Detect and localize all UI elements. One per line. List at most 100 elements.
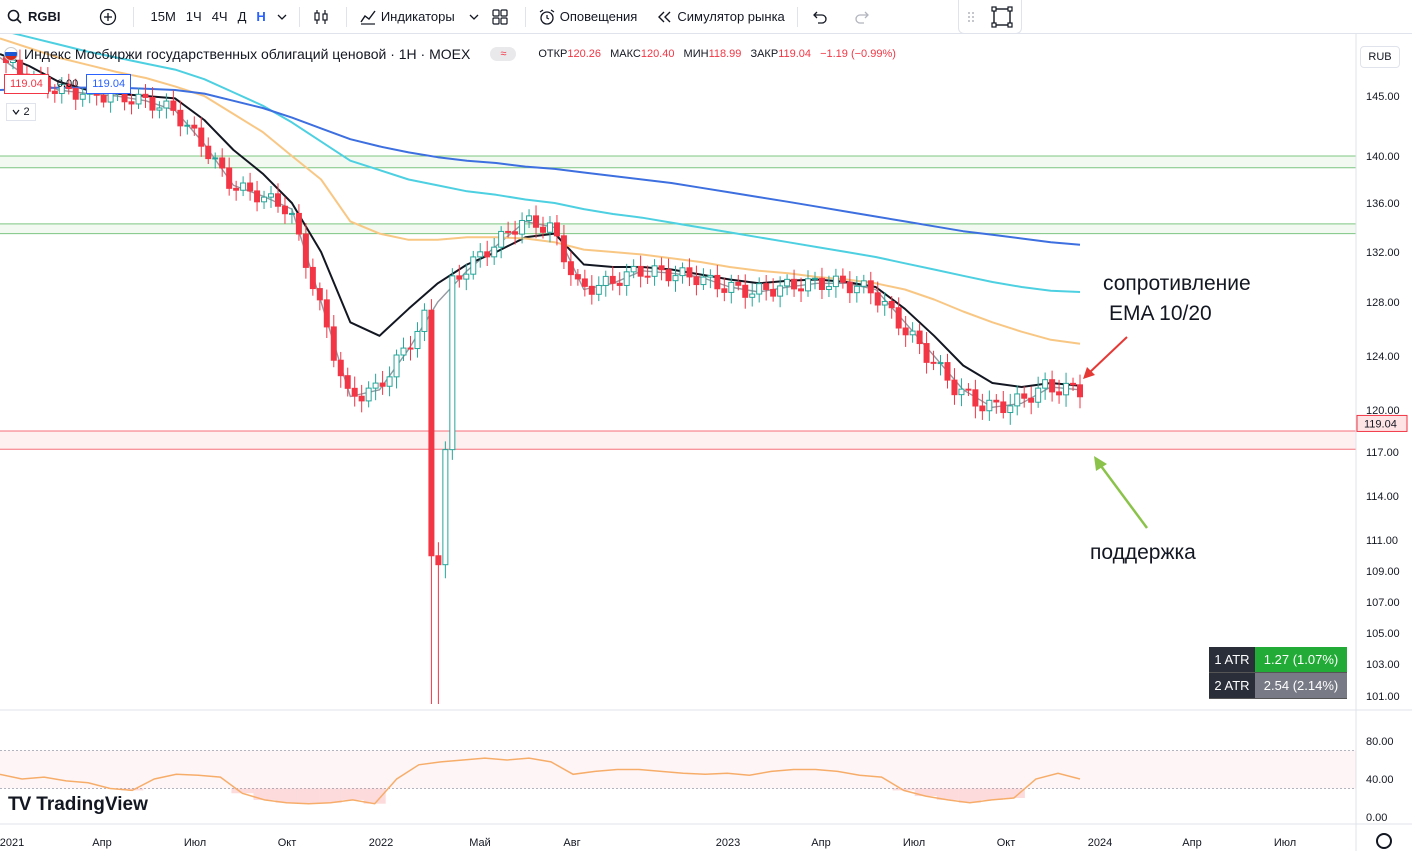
fullscreen-icon[interactable] [990,5,1014,29]
price-tick-label: 132.00 [1366,247,1400,259]
candle-body [219,157,226,169]
candle-body [595,284,602,295]
candle-body [309,266,316,290]
interval-15m[interactable]: 15М [150,9,176,24]
price-chart[interactable]: 145.00 140.00 136.00 132.00 128.00 124.00 120.… [0,34,1412,851]
candle-body [679,267,686,277]
rewind-icon [658,11,671,22]
time-tick-label: Июл [1274,837,1296,849]
undo-button[interactable] [804,0,838,34]
interval-group: 15М 1Ч 4Ч Д Н [140,0,293,34]
oscillator-oversold-fill [1002,788,1025,798]
candle-body [895,307,902,329]
oscillator-axis: 80.00 40.00 0.00 [1366,736,1394,824]
oscillator-oversold-fill [275,788,298,803]
candle-body [100,94,107,103]
price-tick-label: 105.00 [1366,628,1400,640]
market-status-badge[interactable]: ≈ [490,47,517,61]
symbol-search[interactable]: RGBI [0,0,67,34]
candle-body [372,382,379,389]
interval-4h[interactable]: 4Ч [211,9,228,24]
atr-label: 2 ATR [1209,673,1255,699]
top-toolbar: RGBI 15М 1Ч 4Ч Д Н Индикаторы Оповещения… [0,0,1412,34]
candle-body [1070,382,1077,386]
interval-1h[interactable]: 1Ч [185,9,202,24]
candle-body [156,107,163,111]
spread-value: 0.00 [56,78,79,90]
resistance-annotation: сопротивление [1103,272,1251,295]
candle-body [149,96,156,111]
chevron-down-icon[interactable] [469,12,479,22]
candle-body [770,288,777,297]
annotations: сопротивление EMA 10/20 поддержка [1083,272,1251,564]
chevron-down-icon[interactable] [277,12,287,22]
oscillator-tick-label: 80.00 [1366,736,1394,748]
separator [132,6,134,27]
atr-row: 1 ATR 1.27 (1.07%) [1209,647,1347,673]
time-tick-label: Окт [997,837,1016,849]
oscillator-oversold-fill [892,788,915,791]
replay-button[interactable]: Симулятор рынка [649,0,790,34]
oscillator-oversold-fill [914,788,937,797]
candle-body [805,278,812,292]
candle-body [477,251,484,258]
gear-icon[interactable] [1376,833,1392,849]
alerts-button[interactable]: Оповещения [532,0,644,34]
bid-chip[interactable]: 119.04 [4,74,49,94]
oscillator-oversold-fill [121,788,144,791]
time-tick-label: Май [469,837,491,849]
candle-body [1077,384,1083,398]
redo-button[interactable] [848,0,882,34]
candle-body [288,212,295,215]
candle-body [281,205,288,215]
candle-body [512,231,519,235]
grid-icon [492,8,508,25]
templates-button[interactable] [485,0,519,34]
candle-body [763,283,770,290]
oscillator-oversold-fill [253,788,276,800]
candle-body [212,157,219,160]
candle-body [498,230,505,248]
price-tick-label: 136.00 [1366,198,1400,210]
candle-body [811,277,818,280]
candle-body [707,274,714,278]
price-tick-label: 101.00 [1366,691,1400,703]
compare-button[interactable] [93,0,127,34]
candle-body [986,399,993,412]
interval-day[interactable]: Д [237,9,247,24]
collapse-indicators-button[interactable]: 2 [6,103,36,121]
candle-body [79,93,86,100]
interval-week[interactable]: Н [256,9,266,24]
chart-type-button[interactable] [306,0,340,34]
price-tick-label: 103.00 [1366,659,1400,671]
ask-chip[interactable]: 119.04 [86,74,132,94]
candle-body [302,233,309,268]
time-tick-label: 2024 [1088,837,1112,849]
candle-body [58,83,65,95]
candle-body [728,281,735,293]
drag-handle-icon[interactable] [967,10,975,24]
candle-body [1056,391,1063,396]
resistance-zone [0,156,1356,168]
candle-body [205,145,212,160]
candle-body [1014,393,1021,407]
candle-body [665,269,672,282]
tradingview-logo-icon: TV [8,794,31,815]
candle-body [965,388,972,391]
tradingview-logo[interactable]: TV TradingView [8,794,148,816]
candle-body [344,375,351,389]
indicators-button[interactable]: Индикаторы [353,0,485,34]
currency-selector[interactable]: RUB [1360,46,1400,68]
candle-body [533,215,540,228]
legend-title: Индекс Мосбиржи государственных облигаци… [24,46,471,62]
time-axis: 2021 Апр Июл Окт 2022 Май Авг 2023 Апр Июл Окт 2024… [0,837,1296,849]
candle-body [818,277,825,290]
ema-50-line [0,37,1081,345]
price-axis-separator [0,34,1412,851]
candle-body [909,330,916,336]
separator [796,6,798,27]
candle-body [449,275,456,451]
oscillator-tick-label: 40.00 [1366,774,1394,786]
candle-body [672,275,679,282]
candles [3,49,1083,704]
